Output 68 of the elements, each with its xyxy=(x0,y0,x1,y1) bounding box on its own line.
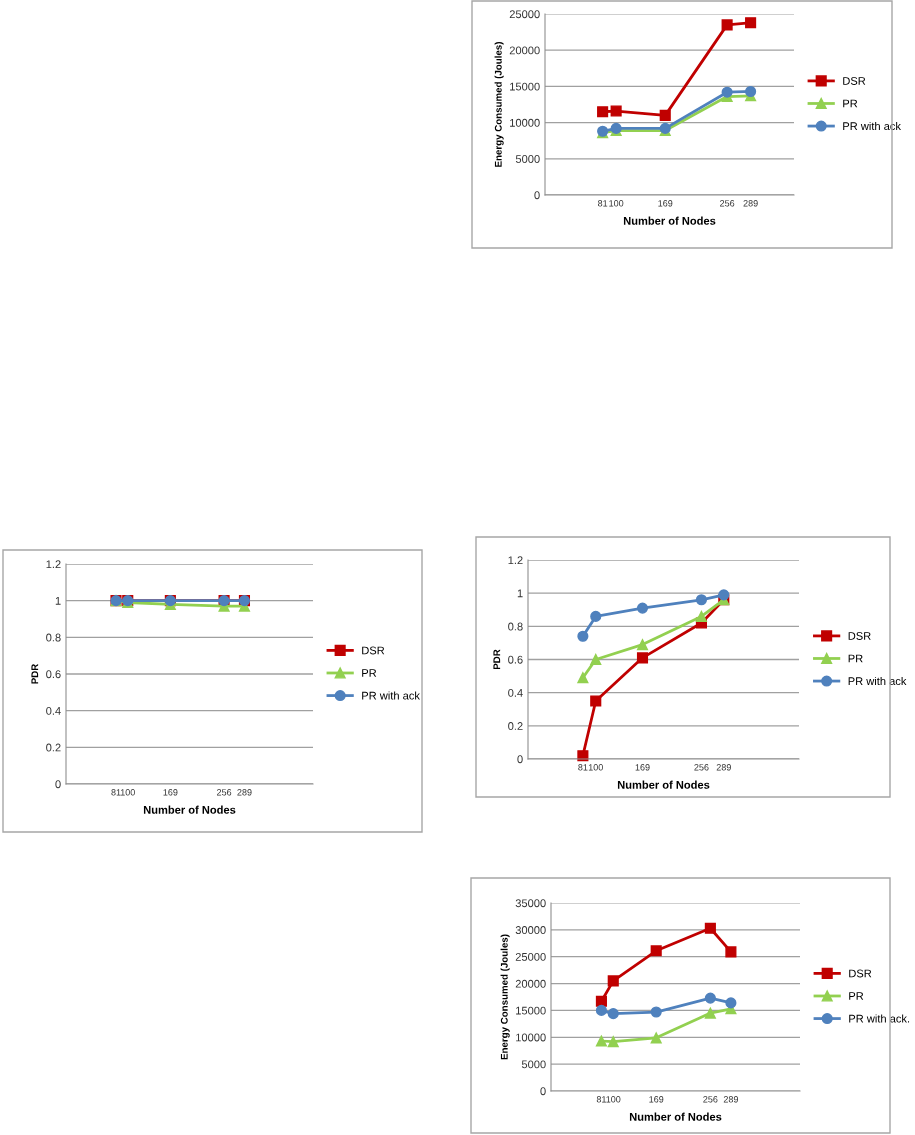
x-tick-label: 169 xyxy=(658,200,673,207)
x-tick-label: 100 xyxy=(588,764,603,771)
x-tick-label: 256 xyxy=(217,789,232,796)
y-axis-title: PDR xyxy=(493,649,501,670)
y-tick-label: 0.8 xyxy=(46,633,61,642)
x-axis-title: Number of Nodes xyxy=(617,780,710,789)
x-tick-label: 289 xyxy=(723,1096,739,1103)
x-tick-label: 289 xyxy=(716,764,731,771)
legend-label: PR xyxy=(848,654,863,663)
x-tick-label: 100 xyxy=(606,1096,621,1103)
x-tick-label: 169 xyxy=(649,1096,664,1103)
x-axis-title: Number of Nodes xyxy=(143,805,236,814)
x-tick-label: 256 xyxy=(694,764,709,771)
legend-label: DSR xyxy=(362,646,385,655)
legend-label: PR xyxy=(849,992,864,1000)
legend-label: PR with ack. xyxy=(849,1014,910,1023)
x-tick-label: 81 xyxy=(578,764,588,771)
legend-label: DSR xyxy=(843,77,866,85)
y-tick-label: 0.2 xyxy=(46,743,61,752)
y-axis-title: Energy Consumed (Joules) xyxy=(494,42,504,167)
y-tick-label: 20000 xyxy=(515,979,546,988)
y-tick-label: 0.4 xyxy=(46,706,61,715)
x-tick-label: 81 xyxy=(111,789,121,796)
legend-label: PR with ack xyxy=(362,691,420,700)
x-tick-label: 169 xyxy=(635,764,650,771)
x-tick-label: 81 xyxy=(598,200,608,207)
x-tick-label: 256 xyxy=(703,1096,718,1103)
y-tick-label: 5000 xyxy=(515,155,540,163)
x-axis-title: Number of Nodes xyxy=(623,216,716,225)
y-tick-label: 0 xyxy=(55,780,61,789)
y-tick-label: 0.6 xyxy=(508,655,523,664)
x-tick-label: 289 xyxy=(237,789,252,796)
legend-label: DSR xyxy=(849,969,872,978)
x-axis-title: Number of Nodes xyxy=(629,1112,722,1121)
y-tick-label: 1.2 xyxy=(508,556,523,565)
y-tick-label: 15000 xyxy=(516,1006,546,1015)
legend-label: PR xyxy=(843,99,858,108)
legend-label: PR xyxy=(362,669,377,677)
y-tick-label: 5000 xyxy=(521,1060,546,1069)
x-tick-label: 100 xyxy=(120,789,135,796)
legend-label: PR with ack xyxy=(843,121,901,131)
y-tick-label: 20000 xyxy=(509,46,540,55)
y-tick-label: 0.8 xyxy=(508,622,523,631)
y-tick-label: 0 xyxy=(540,1087,546,1096)
y-tick-label: 25000 xyxy=(515,952,546,961)
y-tick-label: 10000 xyxy=(510,118,540,127)
y-tick-label: 1 xyxy=(517,589,523,598)
y-tick-label: 30000 xyxy=(515,926,546,934)
y-axis-title: Energy Consumed (Joules) xyxy=(500,934,510,1060)
x-tick-label: 169 xyxy=(163,789,178,796)
y-tick-label: 1 xyxy=(55,597,61,605)
y-tick-label: 15000 xyxy=(510,82,540,91)
y-tick-label: 0.6 xyxy=(46,670,61,679)
y-tick-label: 0.2 xyxy=(508,722,523,730)
y-tick-label: 10000 xyxy=(516,1033,546,1042)
x-tick-label: 81 xyxy=(596,1096,606,1103)
x-tick-label: 100 xyxy=(609,200,624,207)
y-tick-label: 25000 xyxy=(509,10,540,19)
legend-label: PR with ack xyxy=(848,676,907,686)
x-tick-label: 256 xyxy=(720,200,735,207)
y-tick-label: 0.4 xyxy=(508,688,523,697)
x-tick-label: 289 xyxy=(743,200,758,207)
y-tick-label: 0 xyxy=(534,191,540,200)
legend-label: DSR xyxy=(848,632,871,640)
y-axis-title: PDR xyxy=(31,663,39,684)
y-tick-label: 1.2 xyxy=(46,560,61,569)
y-tick-label: 35000 xyxy=(515,899,546,908)
y-tick-label: 0 xyxy=(517,755,523,764)
